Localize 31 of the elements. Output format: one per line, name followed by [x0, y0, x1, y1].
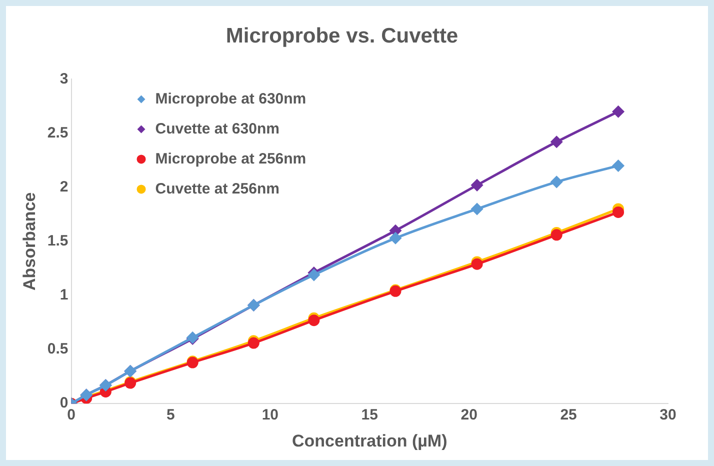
x-tick-label: 30 — [660, 406, 676, 424]
y-tick-label: 1.5 — [47, 232, 68, 250]
point — [471, 179, 483, 191]
x-tick-label: 10 — [262, 406, 279, 424]
y-tick-label: 2.5 — [47, 124, 68, 142]
legend-label: Microprobe at 630nm — [155, 90, 306, 108]
y-tick-label: 3 — [60, 70, 68, 88]
x-axis-title: Concentration (µM) — [292, 431, 448, 450]
y-tick-label: 0.5 — [47, 340, 68, 358]
y-tick-label: 0 — [60, 394, 68, 412]
x-tick-label: 20 — [460, 406, 478, 424]
point — [550, 229, 562, 241]
point — [390, 232, 402, 244]
legend-label: Microprobe at 256nm — [155, 150, 306, 168]
legend-label: Cuvette at 256nm — [155, 180, 280, 198]
point — [612, 206, 624, 218]
legend-label: Cuvette at 630nm — [155, 120, 280, 138]
x-tick-label: 15 — [361, 406, 378, 424]
point — [612, 106, 624, 118]
point — [550, 176, 562, 188]
point — [308, 314, 320, 326]
point — [471, 203, 483, 215]
point — [550, 136, 562, 148]
x-tick-label: 25 — [560, 406, 577, 424]
y-axis-title: Absorbance — [20, 192, 39, 291]
chart-title: Microprobe vs. Cuvette — [226, 24, 458, 48]
point — [612, 160, 624, 172]
x-tick-label: 5 — [166, 406, 175, 424]
y-tick-label: 2 — [60, 178, 68, 196]
point — [308, 269, 320, 281]
y-tick-label: 1 — [60, 286, 68, 304]
